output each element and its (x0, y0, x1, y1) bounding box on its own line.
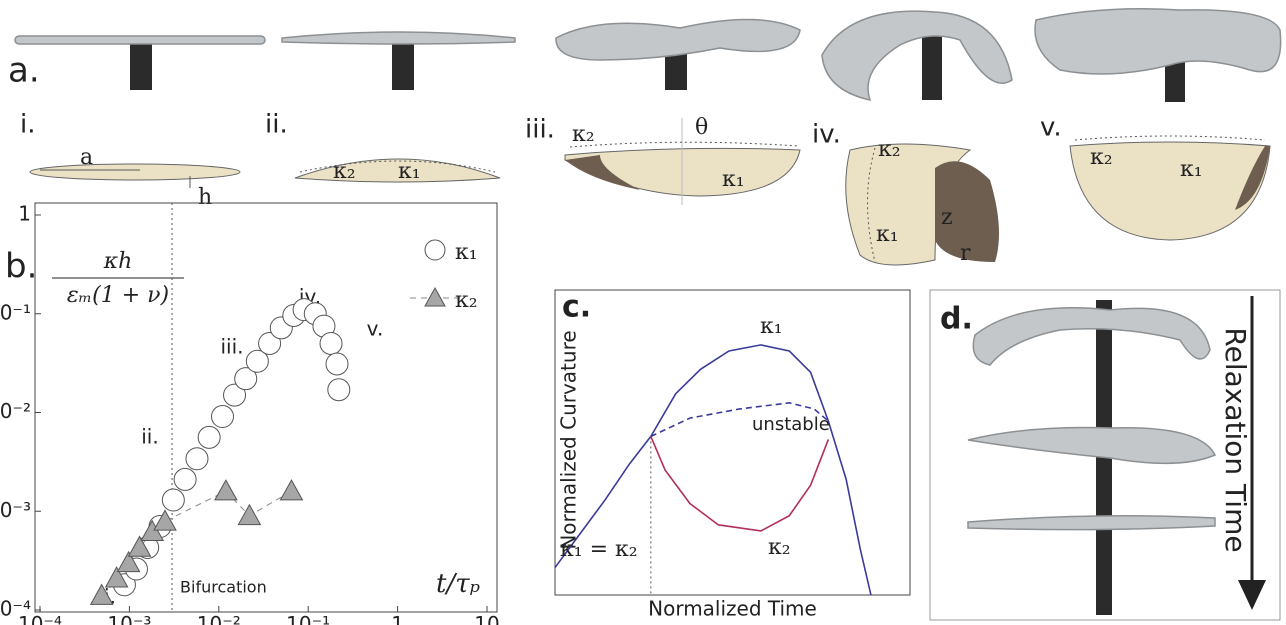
point (328, 379, 350, 401)
series-label: κ₂ (768, 535, 791, 560)
point (198, 426, 220, 448)
panel-label: c. (562, 290, 591, 325)
legend-marker (425, 240, 445, 260)
annotation: Bifurcation (180, 578, 267, 597)
photo-disk (968, 516, 1215, 530)
point (174, 468, 196, 490)
panel-label: b. (5, 247, 37, 287)
point (162, 489, 184, 511)
symbol: κ₁ (398, 159, 421, 184)
stage-label: iii. (525, 115, 555, 145)
series-line (651, 436, 829, 531)
y-tick-label: 10⁻¹ (0, 300, 31, 324)
x-axis-label: t/τₚ (436, 569, 480, 599)
photo-disk (822, 11, 1012, 100)
y-tick-label: 10⁻² (0, 399, 31, 423)
x-tick-label: 10 (474, 612, 499, 625)
photo-disk (968, 428, 1215, 464)
y-axis-label: εₘ(1 + ν) (67, 283, 169, 308)
x-tick-label: 10⁻¹ (286, 612, 330, 625)
panel-label: d. (940, 302, 973, 337)
photo-disk (973, 308, 1210, 365)
y-axis-label: κh (103, 249, 133, 274)
symbol: κ₂ (1090, 145, 1113, 170)
plate-diagram (30, 164, 240, 180)
symbol: κ₂ (333, 159, 356, 184)
photo-row (15, 9, 1281, 102)
point (280, 480, 302, 500)
symbol: r (960, 241, 971, 266)
point (326, 353, 348, 375)
arrow-label: Relaxation Time (1219, 327, 1252, 552)
photo-disk (556, 19, 800, 60)
symbol: κ₂ (878, 137, 901, 162)
panel-label: a. (8, 51, 40, 91)
symbol: κ₁ (1180, 157, 1203, 182)
x-tick-label: 1 (391, 612, 404, 625)
stage-label: v. (1040, 113, 1062, 143)
series-label: unstable (752, 414, 830, 435)
point (212, 406, 234, 428)
x-axis-label: Normalized Time (648, 597, 817, 621)
legend-label: κ₂ (455, 288, 478, 313)
y-tick-label: 10⁻³ (0, 498, 31, 522)
photo-rod (922, 30, 942, 100)
symbol: κ₁ (722, 167, 745, 192)
y-tick-label: 10⁻⁴ (0, 597, 31, 621)
series-line (651, 345, 871, 595)
legend-label: κ₁ (455, 240, 478, 265)
stage-label: i. (20, 110, 36, 140)
legend-marker (425, 288, 445, 306)
point (186, 448, 208, 470)
time-arrow-head (1238, 580, 1266, 610)
symbol: κ₁ (876, 222, 899, 247)
photo-disk (15, 36, 265, 44)
series-label: κ₁ = κ₂ (560, 537, 638, 562)
symbol: θ (695, 115, 708, 140)
x-tick-label: 10⁻² (197, 612, 241, 625)
symbol: κ₂ (572, 122, 595, 147)
series-label: κ₁ (760, 314, 783, 339)
symbol: a (80, 145, 93, 170)
photo-disk (1035, 9, 1281, 74)
point (215, 480, 237, 500)
curvature-line (1075, 136, 1265, 140)
stage-label: v. (367, 317, 384, 341)
symbol: z (941, 205, 953, 230)
photo-disk (282, 32, 515, 44)
y-axis-label: Normalized Curvature (557, 330, 581, 549)
point (320, 332, 342, 354)
photo-rod (130, 42, 152, 90)
x-tick-label: 10⁻³ (107, 612, 151, 625)
photo-rod (392, 40, 414, 90)
stage-label: ii. (265, 110, 288, 140)
curvature-line (570, 142, 798, 147)
stage-label: iv. (812, 120, 841, 150)
figure: a. i. ii. iii. iv. v. a h κ₂ κ₁ κ₂ θ κ₁ … (0, 0, 1286, 625)
stage-label: iii. (220, 335, 243, 359)
symbol: h (198, 185, 212, 210)
y-tick-label: 1 (18, 202, 31, 226)
stage-label: ii. (141, 425, 158, 449)
